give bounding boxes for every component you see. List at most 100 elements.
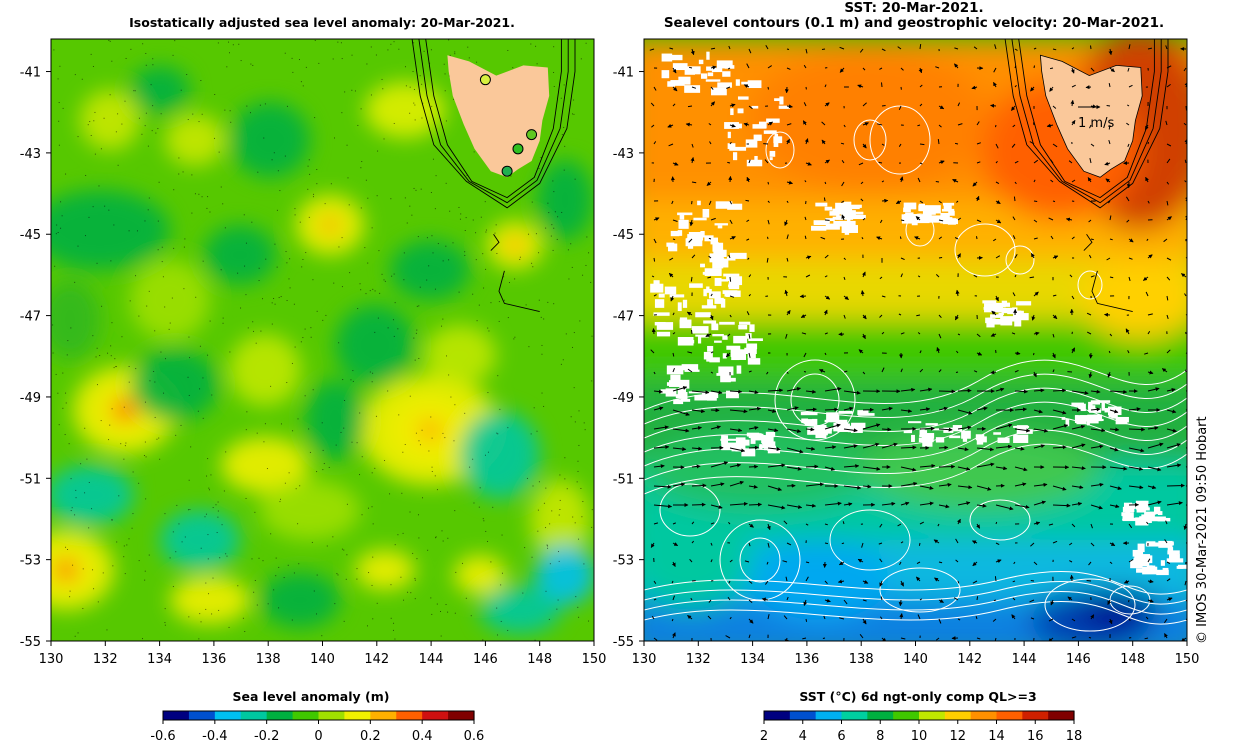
velocity-arrow xyxy=(805,255,812,260)
cloud-pixel xyxy=(753,436,770,440)
velocity-arrow xyxy=(1071,84,1076,88)
velocity-arrow xyxy=(710,425,721,430)
velocity-arrow xyxy=(838,561,845,566)
velocity-arrow xyxy=(976,462,995,468)
velocity-arrow xyxy=(895,200,902,205)
cloud-pixel xyxy=(689,283,703,288)
cloud-pixel xyxy=(976,439,984,445)
stipple-dot xyxy=(361,456,363,458)
velocity-arrow xyxy=(1014,274,1017,278)
velocity-arrow xyxy=(1071,295,1075,300)
velocity-arrow xyxy=(993,238,997,242)
velocity-arrow xyxy=(879,219,883,224)
stipple-dot xyxy=(298,59,300,61)
cloud-pixel xyxy=(992,302,1006,308)
stipple-dot xyxy=(187,119,189,121)
stipple-dot xyxy=(258,557,260,559)
stipple-dot xyxy=(88,481,90,483)
stipple-dot xyxy=(142,43,144,45)
stipple-dot xyxy=(500,584,502,586)
stipple-dot xyxy=(108,39,110,41)
velocity-arrow xyxy=(805,464,819,469)
stipple-dot xyxy=(274,303,276,305)
cloud-pixel xyxy=(700,263,705,268)
stipple-dot xyxy=(371,381,373,383)
stipple-dot xyxy=(125,442,127,444)
stipple-dot xyxy=(545,590,547,592)
velocity-arrow xyxy=(957,123,963,126)
stipple-dot xyxy=(464,254,466,256)
stipple-dot xyxy=(541,392,543,394)
sla-stipple-dots xyxy=(52,39,594,641)
velocity-arrow xyxy=(955,559,959,563)
colorbar-tick-label: 10 xyxy=(911,729,928,744)
stipple-dot xyxy=(91,508,93,510)
velocity-arrow xyxy=(1070,67,1075,74)
stipple-dot xyxy=(584,429,586,431)
stipple-dot xyxy=(372,618,374,620)
stipple-dot xyxy=(577,460,579,462)
stipple-dot xyxy=(485,268,487,270)
stipple-dot xyxy=(367,262,369,264)
velocity-arrow xyxy=(1185,195,1187,202)
stipple-dot xyxy=(578,444,580,446)
velocity-arrow xyxy=(1049,86,1054,92)
sla-anomaly-blob xyxy=(365,82,445,138)
velocity-arrow xyxy=(823,615,826,620)
stipple-dot xyxy=(72,564,74,566)
cloud-pixel xyxy=(737,96,749,100)
velocity-arrow xyxy=(1163,238,1168,243)
velocity-arrow xyxy=(672,67,677,74)
stipple-dot xyxy=(547,545,549,547)
stipple-dot xyxy=(104,205,106,207)
stipple-dot xyxy=(421,117,423,119)
velocity-arrow xyxy=(899,561,902,565)
cloud-pixel xyxy=(661,53,673,62)
tide-gauge-marker xyxy=(526,129,538,141)
velocity-arrow xyxy=(919,463,936,468)
stipple-dot xyxy=(308,216,310,218)
stipple-dot xyxy=(228,52,230,54)
stipple-dot xyxy=(332,536,334,538)
stipple-dot xyxy=(578,538,580,540)
stipple-dot xyxy=(107,352,109,354)
velocity-arrow xyxy=(1126,219,1130,223)
sst-feature xyxy=(1080,590,1160,630)
stipple-dot xyxy=(321,635,323,637)
cloud-pixel xyxy=(849,211,864,215)
cloud-pixel xyxy=(666,242,675,247)
stipple-dot xyxy=(393,622,395,624)
stipple-dot xyxy=(552,249,554,251)
stipple-dot xyxy=(545,487,547,489)
velocity-arrow xyxy=(938,427,953,432)
velocity-arrow xyxy=(1086,580,1092,582)
stipple-dot xyxy=(381,273,383,275)
stipple-dot xyxy=(430,191,432,193)
velocity-arrow xyxy=(995,504,1014,511)
velocity-arrow xyxy=(995,200,1001,205)
stipple-dot xyxy=(371,584,373,586)
cloud-pixel xyxy=(842,227,855,233)
y-tick-label: -45 xyxy=(20,228,41,243)
stipple-dot xyxy=(393,122,395,124)
stipple-dot xyxy=(307,188,309,190)
stipple-dot xyxy=(367,507,369,509)
stipple-dot xyxy=(60,201,62,203)
stipple-dot xyxy=(564,478,566,480)
velocity-arrow xyxy=(973,46,978,50)
stipple-dot xyxy=(220,186,222,188)
stipple-dot xyxy=(262,560,264,562)
velocity-arrow xyxy=(710,504,723,509)
velocity-arrow xyxy=(992,618,997,622)
colorbar-swatch xyxy=(841,711,868,720)
velocity-arrow xyxy=(1166,216,1172,221)
stipple-dot xyxy=(566,488,568,490)
stipple-dot xyxy=(124,100,126,102)
velocity-arrow xyxy=(653,522,659,525)
stipple-dot xyxy=(128,230,130,232)
sla-anomaly-blob xyxy=(80,90,140,150)
stipple-dot xyxy=(414,579,416,581)
velocity-arrow xyxy=(653,504,673,509)
stipple-dot xyxy=(143,455,145,457)
stipple-dot xyxy=(259,104,261,106)
